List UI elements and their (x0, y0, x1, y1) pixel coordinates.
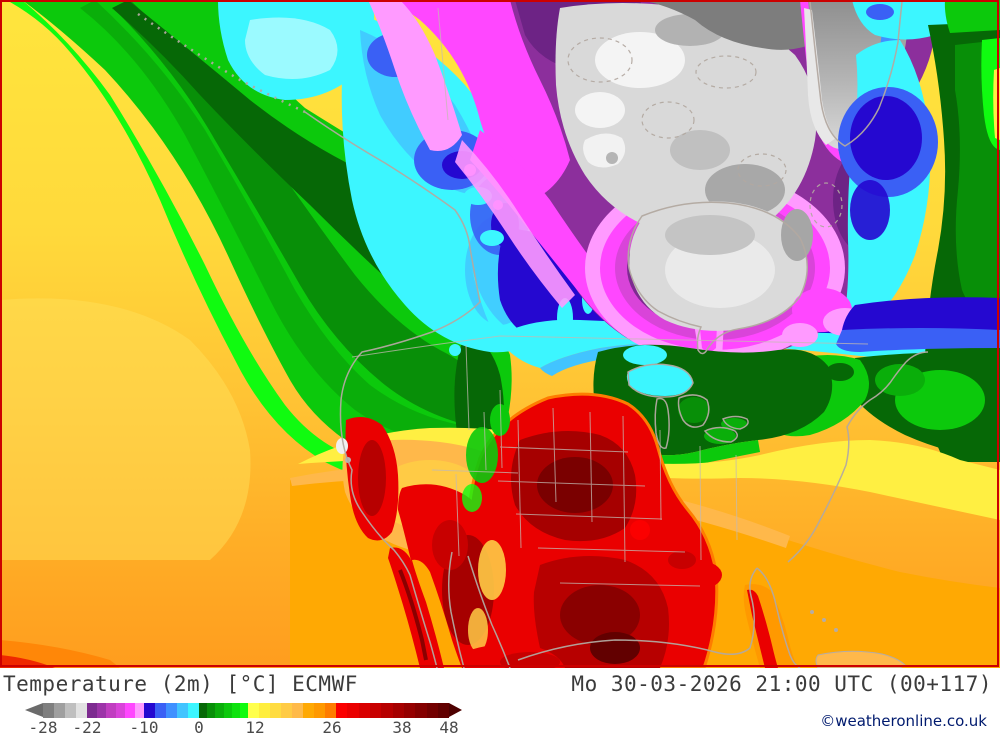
colorbar-segment (336, 703, 348, 718)
colorbar-tick: 38 (392, 718, 412, 733)
legend-title: Temperature (2m) [°C] ECMWF (3, 672, 358, 696)
colorbar-tick: 0 (194, 718, 204, 733)
colorbar-segment (392, 703, 404, 718)
colorbar-segments (43, 703, 450, 718)
map-coastlines (137, 1, 929, 668)
colorbar-segment (303, 703, 315, 718)
colorbar-segment (155, 703, 166, 718)
colorbar-segment (437, 703, 450, 718)
colorbar-segment (166, 703, 177, 718)
colorbar-segment (248, 703, 260, 718)
map-mountain-peaks (583, 133, 626, 168)
colorbar-segment (54, 703, 65, 718)
colorbar-segment (223, 703, 232, 718)
colorbar-left-arrow (25, 703, 43, 717)
colorbar-segment (207, 703, 216, 718)
colorbar-segment (358, 703, 371, 718)
colorbar-right-arrow (449, 703, 463, 717)
colorbar-segment (325, 703, 337, 718)
colorbar-tick-labels: -28 -22 -10 0 12 26 38 48 (29, 718, 459, 733)
colorbar-segment (43, 703, 54, 718)
colorbar-tick: -22 (72, 718, 102, 733)
colorbar-segment (65, 703, 76, 718)
map-atlantic (782, 0, 1000, 462)
colorbar-segment (231, 703, 240, 718)
colorbar-segment (134, 703, 144, 718)
colorbar-segment (76, 703, 87, 718)
valid-datetime: Mo 30-03-2026 21:00 UTC (00+117) (571, 672, 992, 696)
colorbar-segment (426, 703, 438, 718)
colorbar-segment (177, 703, 188, 718)
colorbar-segment (403, 703, 416, 718)
colorbar-segment (144, 703, 155, 718)
map-state-borders (351, 7, 869, 587)
colorbar-segment (281, 703, 293, 718)
map-arctic-gray-zone (555, 0, 1000, 331)
colorbar-segment (239, 703, 249, 718)
colorbar-segment (314, 703, 326, 718)
colorbar-tick: 26 (322, 718, 342, 733)
map-frame (0, 0, 999, 667)
colorbar-segment (87, 703, 97, 718)
temperature-colorbar (25, 703, 463, 718)
colorbar-segment (96, 703, 106, 718)
colorbar-segment (415, 703, 427, 718)
colorbar-segment (115, 703, 125, 718)
colorbar-segment (292, 703, 304, 718)
colorbar-segment (125, 703, 135, 718)
colorbar-segment (188, 703, 199, 718)
colorbar-segment (370, 703, 382, 718)
colorbar-tick: 12 (245, 718, 265, 733)
colorbar-segment (106, 703, 116, 718)
temperature-map (0, 0, 1000, 668)
colorbar-tick: -10 (129, 718, 159, 733)
colorbar-segment (259, 703, 271, 718)
colorbar-segment (199, 703, 208, 718)
colorbar-segment (381, 703, 393, 718)
copyright: ©weatheronline.co.uk (820, 712, 987, 730)
colorbar-tick: -28 (28, 718, 58, 733)
colorbar-tick: 48 (439, 718, 459, 733)
legend-bar: Temperature (2m) [°C] ECMWF Mo 30-03-202… (0, 668, 1000, 733)
colorbar-segment (347, 703, 359, 718)
colorbar-segment (270, 703, 282, 718)
map-usa-warm-zone (290, 337, 1000, 668)
colorbar-segment (215, 703, 224, 718)
